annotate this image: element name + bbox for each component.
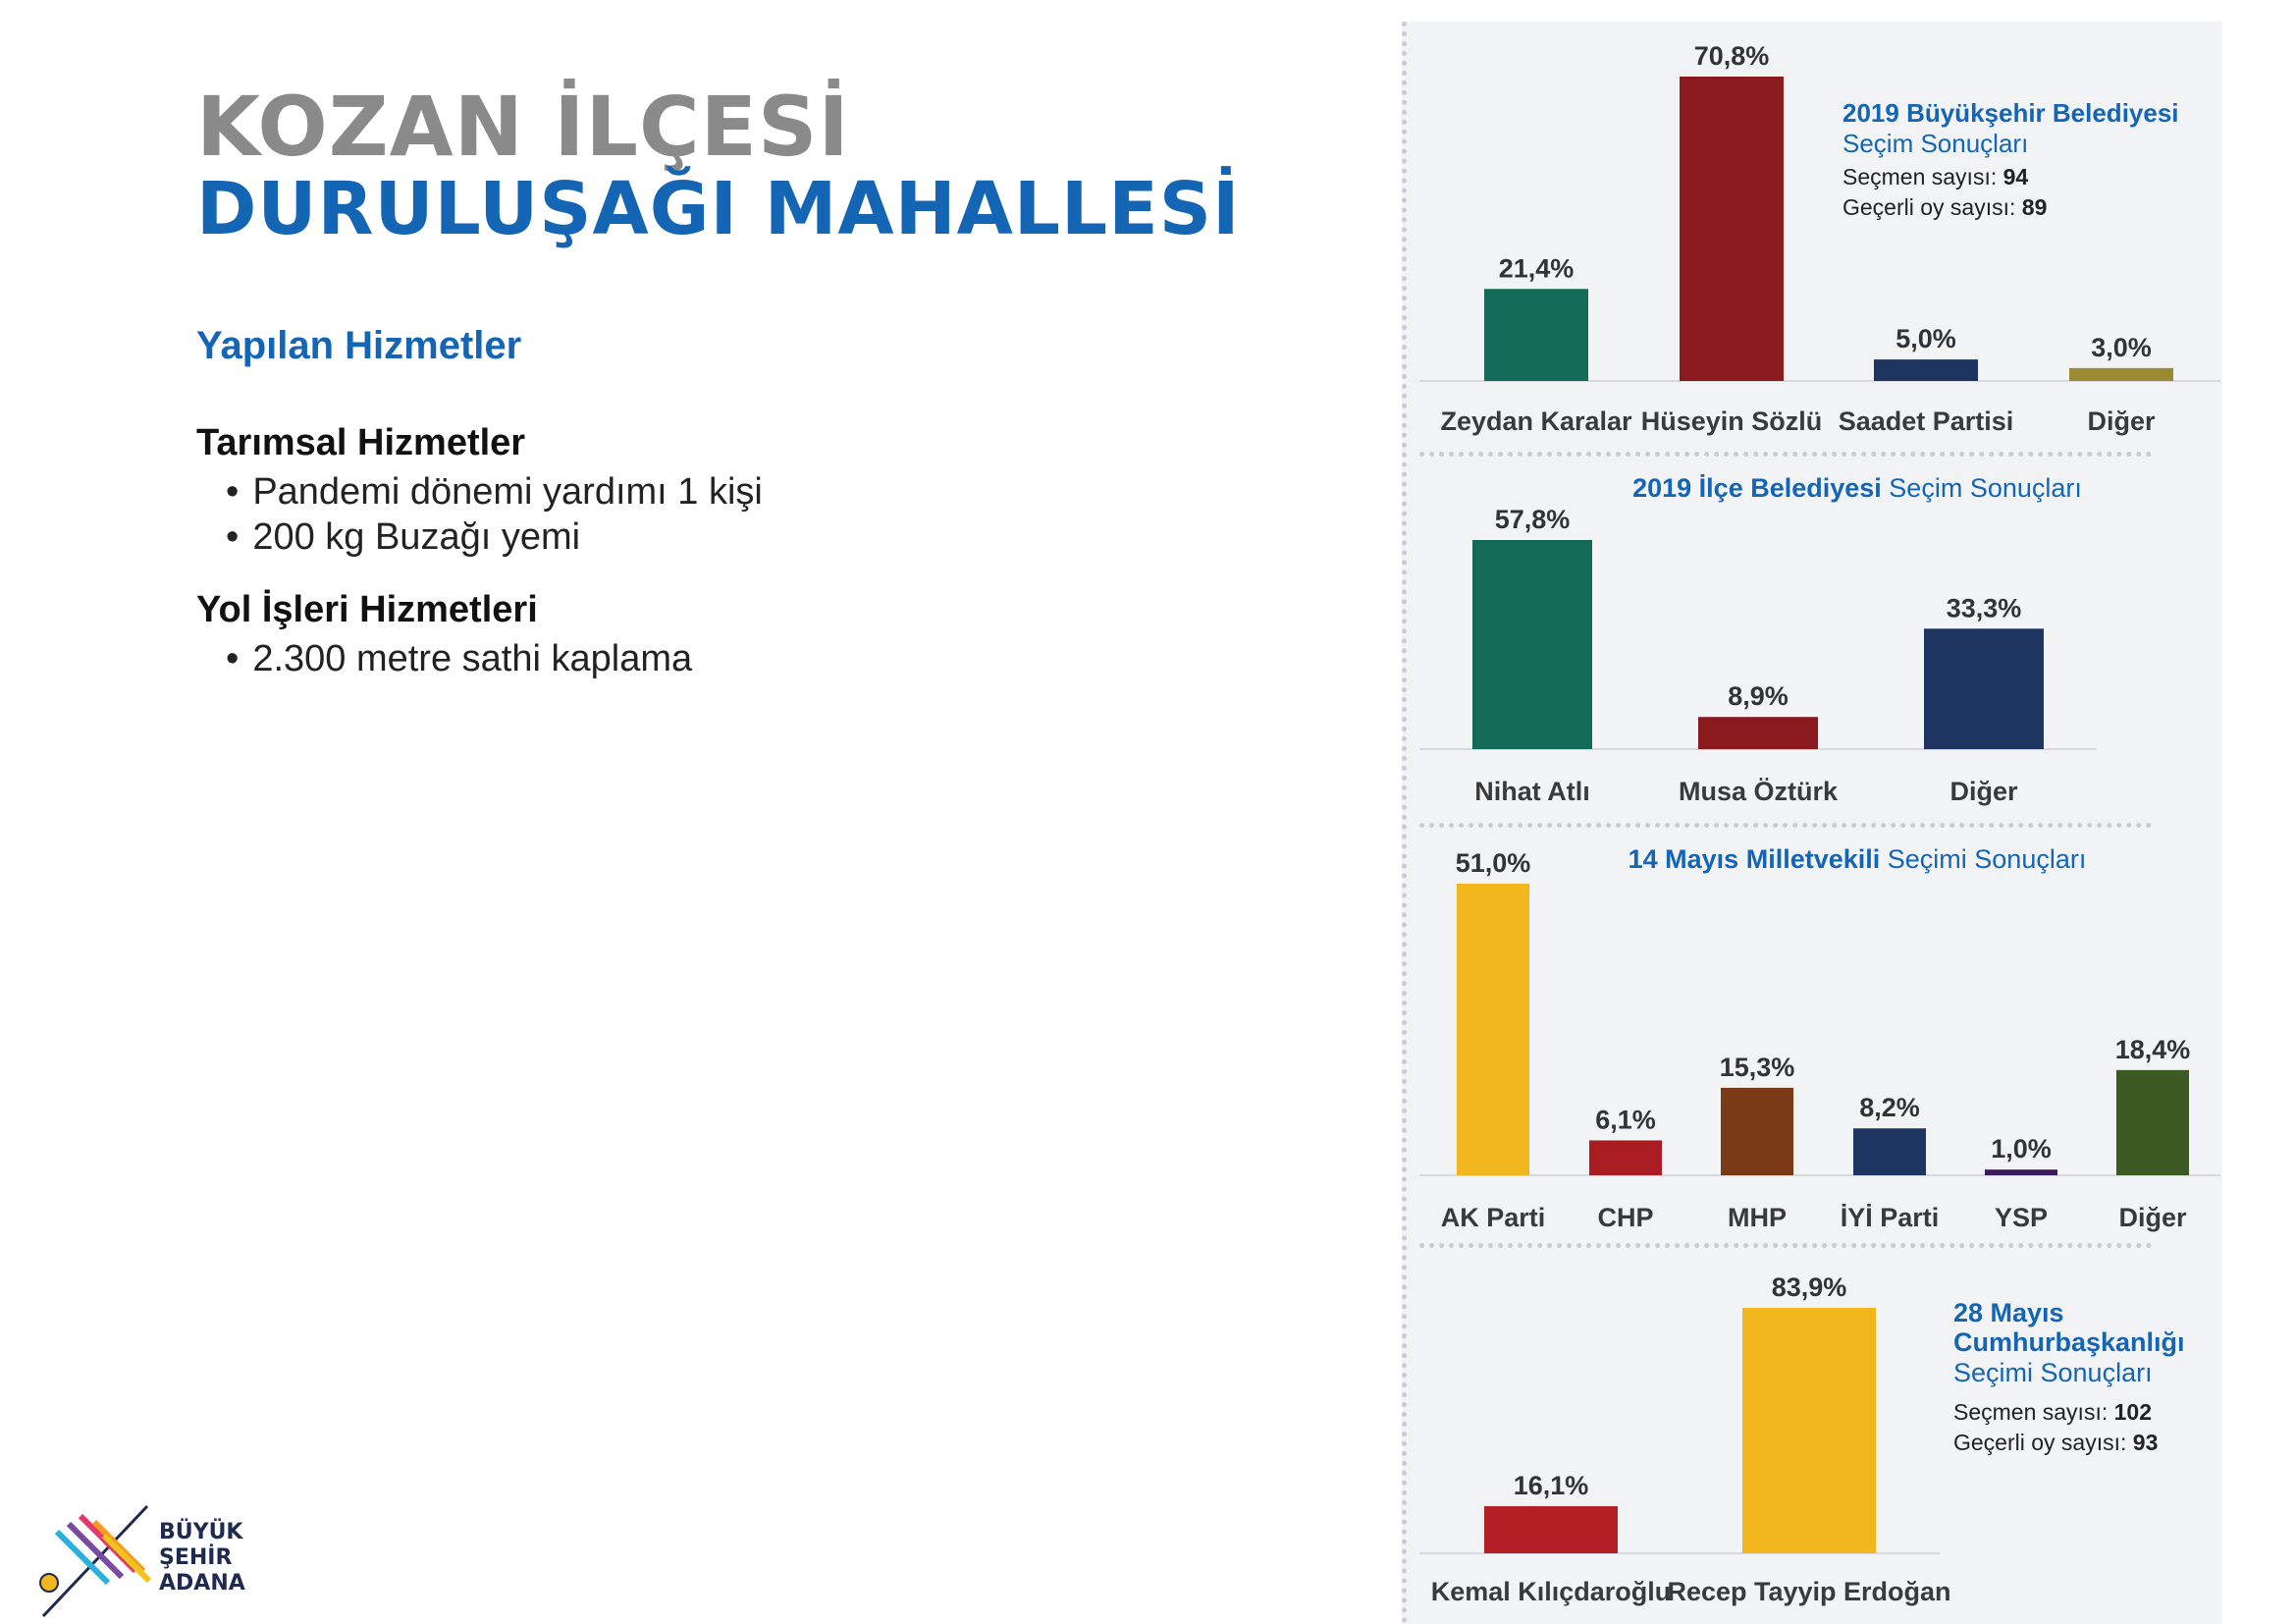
service-item: 200 kg Buzağı yemi <box>226 516 580 559</box>
bar <box>1874 359 1978 381</box>
data-label: 33,3% <box>1947 593 2022 623</box>
category-label: Saadet Partisi <box>1839 406 2014 436</box>
logo-text: BÜYÜK ŞEHİR ADANA <box>159 1520 245 1596</box>
category-label: Recep Tayyip Erdoğan <box>1667 1577 1950 1606</box>
bar <box>1484 289 1588 381</box>
category-label: Musa Öztürk <box>1679 777 1839 806</box>
stat-label: Seçmen sayısı: <box>1953 1399 2114 1425</box>
bar <box>1853 1128 1926 1175</box>
stat-value: 94 <box>2003 164 2029 189</box>
category-title-roads: Yol İşleri Hizmetleri <box>196 589 538 630</box>
bar <box>1472 540 1592 749</box>
chart-subtitle: Seçimi Sonuçları <box>1953 1358 2153 1387</box>
stat-label: Geçerli oy sayısı: <box>1953 1430 2133 1455</box>
stat-line: Geçerli oy sayısı: 93 <box>1953 1430 2158 1455</box>
district-title: KOZAN İLÇESİ <box>196 79 850 175</box>
chart-title-bold: 2019 İlçe Belediyesi <box>1632 473 1889 503</box>
chart-title-light: Seçim Sonuçları <box>1889 473 2082 503</box>
chart-subtitle: Seçim Sonuçları <box>1842 129 2028 158</box>
category-label: MHP <box>1728 1203 1787 1232</box>
panel-divider <box>1419 823 2152 828</box>
panel-divider <box>1419 452 2152 457</box>
category-label: Diğer <box>2118 1203 2187 1232</box>
category-label: Zeydan Karalar <box>1440 406 1632 436</box>
services-heading: Yapılan Hizmetler <box>196 324 522 367</box>
bar <box>1680 77 1784 381</box>
chart-title: Cumhurbaşkanlığı <box>1953 1327 2185 1357</box>
buyuksehir-adana-logo-icon <box>39 1504 152 1618</box>
category-label: Diğer <box>2087 406 2156 436</box>
panel-divider <box>1419 1243 2152 1248</box>
category-label: Diğer <box>1949 777 2018 806</box>
category-label: İYİ Parti <box>1841 1203 1940 1232</box>
category-label: Hüseyin Sözlü <box>1641 406 1823 436</box>
data-label: 15,3% <box>1720 1053 1795 1082</box>
bar <box>1742 1308 1876 1553</box>
data-label: 5,0% <box>1896 324 1956 353</box>
category-label: YSP <box>1995 1203 2048 1232</box>
bar <box>1457 884 1529 1175</box>
chart-title-bold: 14 Mayıs Milletvekili <box>1629 844 1888 874</box>
bar <box>1589 1140 1662 1175</box>
data-label: 21,4% <box>1499 253 1575 283</box>
stat-line: Seçmen sayısı: 94 <box>1842 164 2028 189</box>
bar <box>2116 1069 2189 1175</box>
data-label: 70,8% <box>1694 41 1770 71</box>
stat-line: Seçmen sayısı: 102 <box>1953 1399 2152 1425</box>
category-title-agriculture: Tarımsal Hizmetler <box>196 422 526 463</box>
bar <box>1484 1506 1618 1553</box>
chart-title-light: Seçimi Sonuçları <box>1888 844 2087 874</box>
service-item: Pandemi dönemi yardımı 1 kişi <box>226 471 763 514</box>
chart-title: 14 Mayıs Milletvekili Seçimi Sonuçları <box>1629 844 2087 874</box>
data-label: 16,1% <box>1514 1471 1589 1500</box>
data-label: 18,4% <box>2115 1035 2191 1064</box>
category-label: Nihat Atlı <box>1474 777 1590 806</box>
stat-value: 93 <box>2133 1430 2159 1455</box>
data-label: 3,0% <box>2091 333 2152 362</box>
service-item: 2.300 metre sathi kaplama <box>226 638 692 680</box>
bar <box>1924 628 2044 749</box>
chart-title: 28 Mayıs <box>1953 1298 2064 1327</box>
data-label: 8,2% <box>1859 1093 1920 1122</box>
bar <box>1698 717 1818 749</box>
category-label: Kemal Kılıçdaroğlu <box>1431 1577 1672 1606</box>
bar <box>1721 1087 1793 1175</box>
data-label: 1,0% <box>1991 1134 2052 1164</box>
stat-label: Seçmen sayısı: <box>1842 164 2003 189</box>
chart-title: 2019 İlçe Belediyesi Seçim Sonuçları <box>1632 473 2082 503</box>
data-label: 8,9% <box>1728 681 1789 711</box>
chart-title: 2019 Büyükşehir Belediyesi <box>1842 98 2179 128</box>
stat-label: Geçerli oy sayısı: <box>1842 194 2022 220</box>
data-label: 57,8% <box>1495 505 1571 534</box>
data-label: 83,9% <box>1772 1272 1847 1302</box>
category-label: AK Parti <box>1441 1203 1546 1232</box>
neighborhood-title: DURULUŞAĞI MAHALLESİ <box>196 167 1241 251</box>
data-label: 51,0% <box>1456 848 1531 878</box>
category-label: CHP <box>1597 1203 1653 1232</box>
stat-value: 89 <box>2022 194 2048 220</box>
bar <box>2069 367 2173 381</box>
stat-line: Geçerli oy sayısı: 89 <box>1842 194 2047 220</box>
data-label: 6,1% <box>1595 1105 1656 1134</box>
bar <box>1985 1169 2057 1175</box>
stat-value: 102 <box>2114 1399 2152 1425</box>
